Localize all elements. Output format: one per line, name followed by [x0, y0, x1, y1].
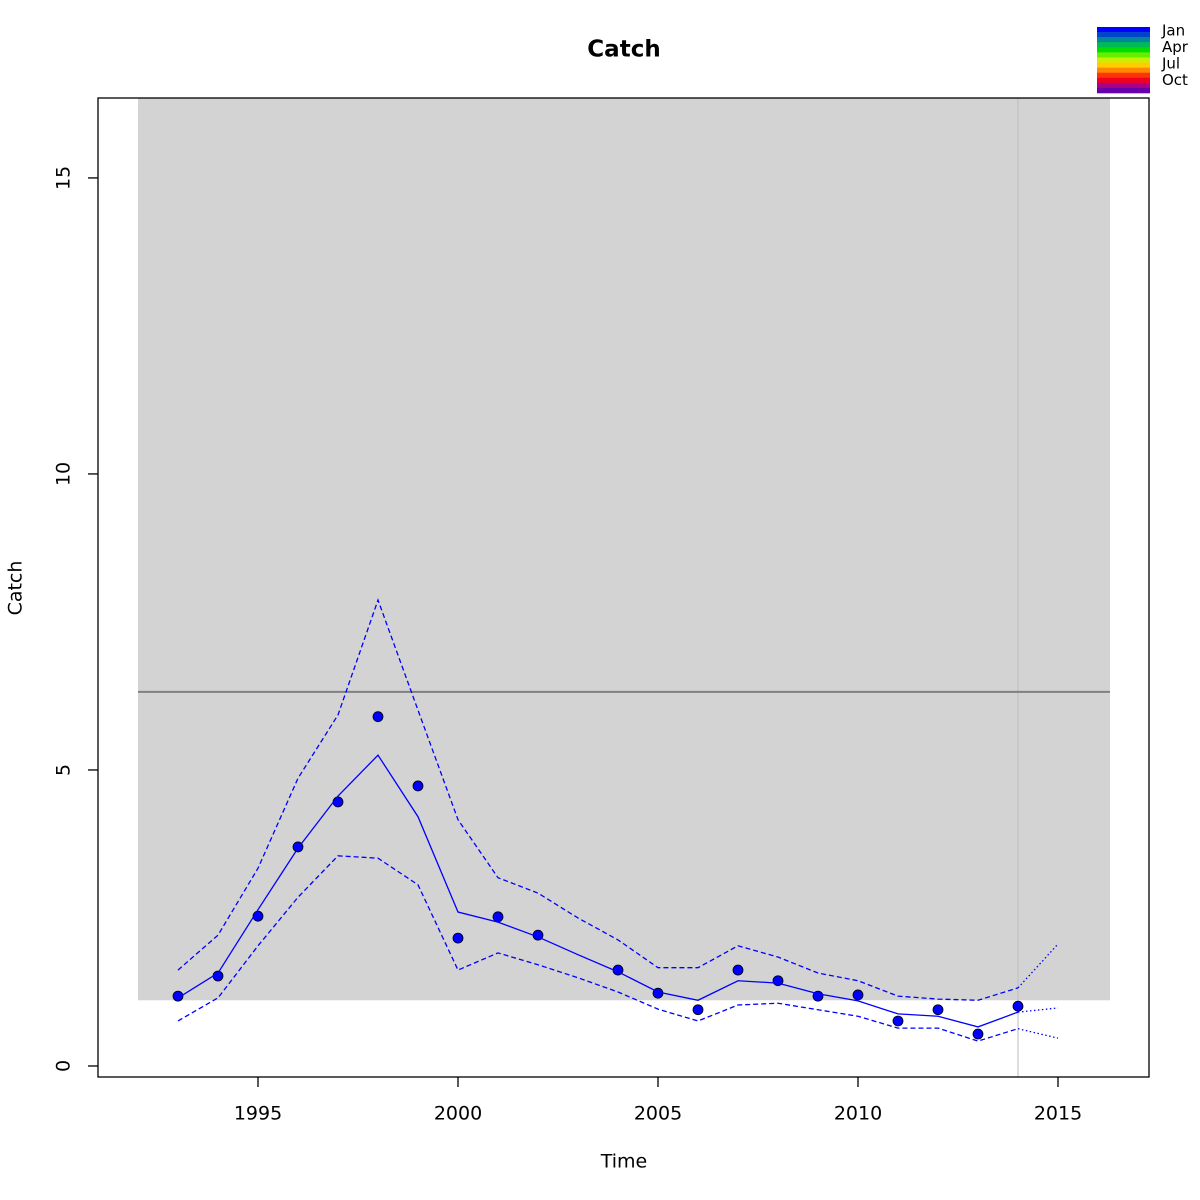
x-tick-label: 2010: [834, 1103, 882, 1125]
x-tick-label: 2005: [634, 1103, 682, 1125]
legend-color-band: [1097, 77, 1150, 84]
fit-line: [177, 754, 1019, 1028]
x-tick-label: 2000: [434, 1103, 482, 1125]
observed-point: [492, 911, 504, 923]
legend-color-band: [1097, 67, 1150, 73]
observed-point: [892, 1015, 904, 1027]
plot-frame: [97, 97, 1150, 1078]
chart-title: Catch: [587, 37, 660, 63]
observed-point: [1012, 1000, 1024, 1012]
observed-point: [412, 780, 424, 792]
x-tick-label: 2015: [1034, 1103, 1082, 1125]
observed-point: [452, 932, 464, 944]
legend-label: Jul: [1161, 55, 1180, 73]
observed-point: [372, 711, 384, 723]
legend-color-band: [1097, 47, 1150, 53]
legend-color-band: [1097, 37, 1150, 43]
observed-point: [732, 964, 744, 976]
observed-point: [932, 1004, 944, 1016]
legend-color-band: [1097, 62, 1150, 68]
legend-color-band: [1097, 52, 1150, 58]
lower-line: [177, 855, 1019, 1042]
observed-point: [332, 796, 344, 808]
y-axis-label: Catch: [5, 561, 27, 616]
legend-label: Apr: [1162, 38, 1189, 56]
legend-color-band: [1097, 32, 1150, 38]
shade-region: [138, 98, 1110, 1001]
legend-color-band: [1097, 42, 1150, 48]
legend-color-band: [1097, 72, 1150, 79]
legend-label: Oct: [1162, 71, 1188, 89]
observed-point: [172, 990, 184, 1002]
x-tick-label: 1995: [234, 1103, 282, 1125]
observed-point: [692, 1004, 704, 1016]
legend-color-band: [1097, 87, 1150, 94]
observed-point: [852, 989, 864, 1001]
legend-label: Jan: [1161, 22, 1185, 40]
y-tick-label: 10: [53, 462, 75, 486]
upper-line: [177, 598, 1019, 1001]
fit-forecast-line: [1017, 1007, 1059, 1013]
legend-color-band: [1097, 27, 1150, 33]
y-tick-label: 0: [53, 1060, 75, 1072]
observed-point: [972, 1028, 984, 1040]
y-tick-label: 5: [53, 764, 75, 776]
x-axis-label: Time: [600, 1151, 648, 1173]
legend-color-band: [1097, 82, 1150, 89]
y-tick-label: 15: [53, 166, 75, 190]
legend-color-band: [1097, 57, 1150, 63]
upper-forecast-line: [1017, 943, 1059, 989]
lower-forecast-line: [1017, 1028, 1059, 1039]
